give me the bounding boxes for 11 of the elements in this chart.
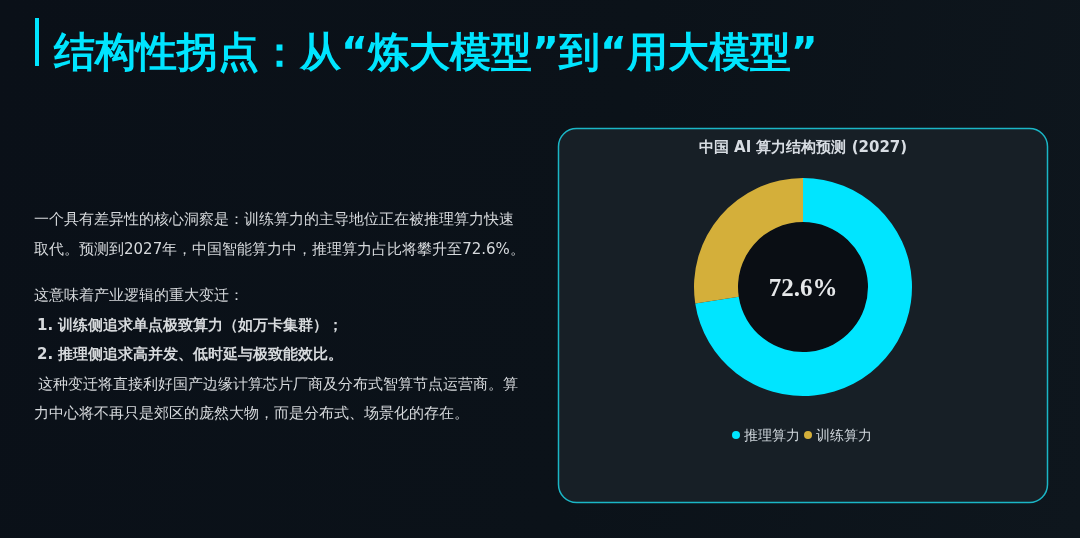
text: 这种变迁将直接利好国产边缘计算芯片厂商及分布式智算节点运营商。算力中心将不再只是郊区的庞然大物，而是分布式、场景化的存在。 xyxy=(34,373,519,424)
data-label: 72.6% xyxy=(768,273,838,301)
text: 2. 推理侧追求高并发、低时延与极致能效比。 xyxy=(36,344,345,365)
text: 一个具有差异性的核心洞察是：训练算力的主导地位正在被推理算力快速取代。预测到2027年，中国智能算力中，推理算力占比将攀升至72.6%。 xyxy=(34,209,526,260)
text: 这意味着产业逻辑的重大变迁： xyxy=(34,285,245,306)
legend-label: 推理算力 xyxy=(744,427,800,443)
text: 1. 训练侧追求单点极致算力（如万卡集群）； xyxy=(36,314,345,336)
chart-title: 结构性拐点：从“炼大模型”到“用大模型” xyxy=(53,28,818,76)
legend-label: 训练算力 xyxy=(816,427,872,443)
donut-slice xyxy=(695,178,912,396)
chart-subtitle: 中国 AI 算力结构预测 (2027) xyxy=(698,138,908,156)
